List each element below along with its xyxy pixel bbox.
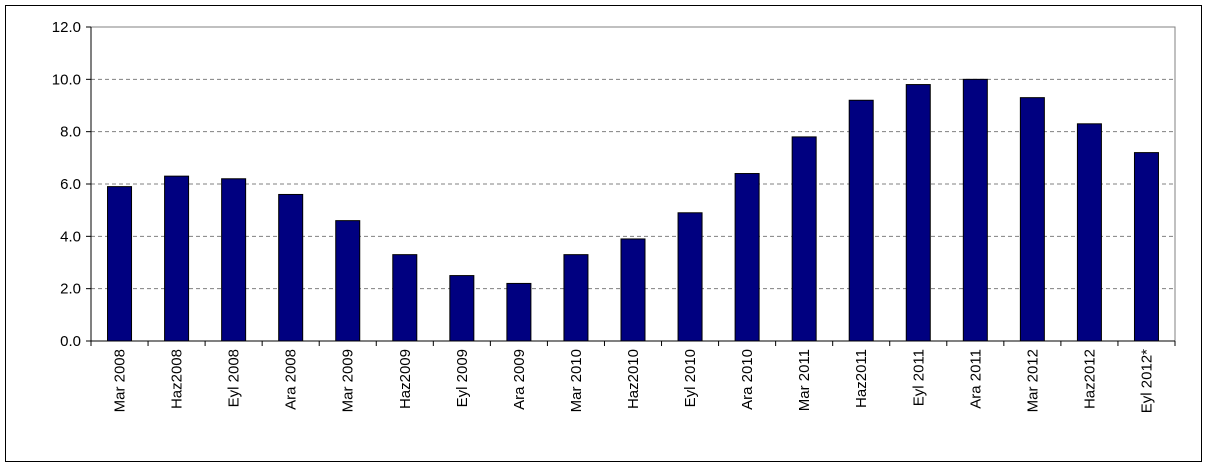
- y-tick-label: 10.0: [52, 71, 81, 88]
- x-tick-labels: Mar 2008 Haz2008 Eyl 2008 Ara 2008 Mar 2009 H…: [112, 349, 1156, 413]
- x-tick-label: Haz2008: [169, 349, 186, 409]
- y-tick-label: 2.0: [60, 281, 81, 298]
- bar: [335, 220, 361, 342]
- bar: [563, 254, 589, 342]
- bar: [392, 254, 418, 342]
- y-tick-label: 0.0: [60, 333, 81, 350]
- bar: [278, 193, 304, 342]
- y-tick-label: 4.0: [60, 228, 81, 245]
- bar: [620, 238, 646, 342]
- x-tick-label: Haz2012: [1081, 349, 1098, 409]
- bar: [1133, 152, 1159, 342]
- y-tick-label: 8.0: [60, 124, 81, 141]
- x-tick-label: Eyl 2008: [226, 349, 243, 407]
- x-tick-label: Mar 2012: [1024, 349, 1041, 412]
- x-tick-label: Ara 2010: [739, 349, 756, 410]
- y-tick-label: 12.0: [52, 19, 81, 36]
- x-tick-label: Haz2010: [625, 349, 642, 409]
- bar: [734, 173, 760, 342]
- x-tick-label: Ara 2008: [283, 349, 300, 410]
- x-tick-label: Eyl 2012*: [1138, 349, 1155, 413]
- bar: [1076, 123, 1102, 342]
- bar: [791, 136, 817, 342]
- x-tick-label: Mar 2010: [568, 349, 585, 412]
- x-tick-label: Mar 2008: [112, 349, 129, 412]
- x-tick-label: Eyl 2010: [682, 349, 699, 407]
- bar: [107, 186, 133, 342]
- x-tick-label: Mar 2011: [796, 349, 813, 411]
- bar: [905, 84, 931, 342]
- x-tick-label: Eyl 2011: [910, 349, 927, 406]
- bar: [848, 99, 874, 342]
- bars: [107, 78, 1159, 342]
- x-tick-label: Haz2009: [397, 349, 414, 409]
- x-tick-label: Ara 2011: [967, 349, 984, 409]
- x-tick-label: Ara 2009: [511, 349, 528, 410]
- bar: [677, 212, 703, 342]
- bar: [506, 282, 532, 342]
- x-tick-label: Haz2011: [853, 349, 870, 408]
- x-tick-label: Eyl 2009: [454, 349, 471, 407]
- bar: [1019, 97, 1045, 342]
- chart-frame: [5, 5, 1202, 462]
- x-tick-label: Mar 2009: [340, 349, 357, 412]
- y-tick-labels: 0.0 2.0 4.0 6.0 8.0 10.0 12.0: [52, 19, 81, 350]
- bar: [221, 178, 247, 342]
- y-tick-label: 6.0: [60, 176, 81, 193]
- axes: [86, 26, 1176, 346]
- bar: [449, 275, 475, 342]
- bar: [164, 175, 190, 342]
- bar: [962, 78, 988, 342]
